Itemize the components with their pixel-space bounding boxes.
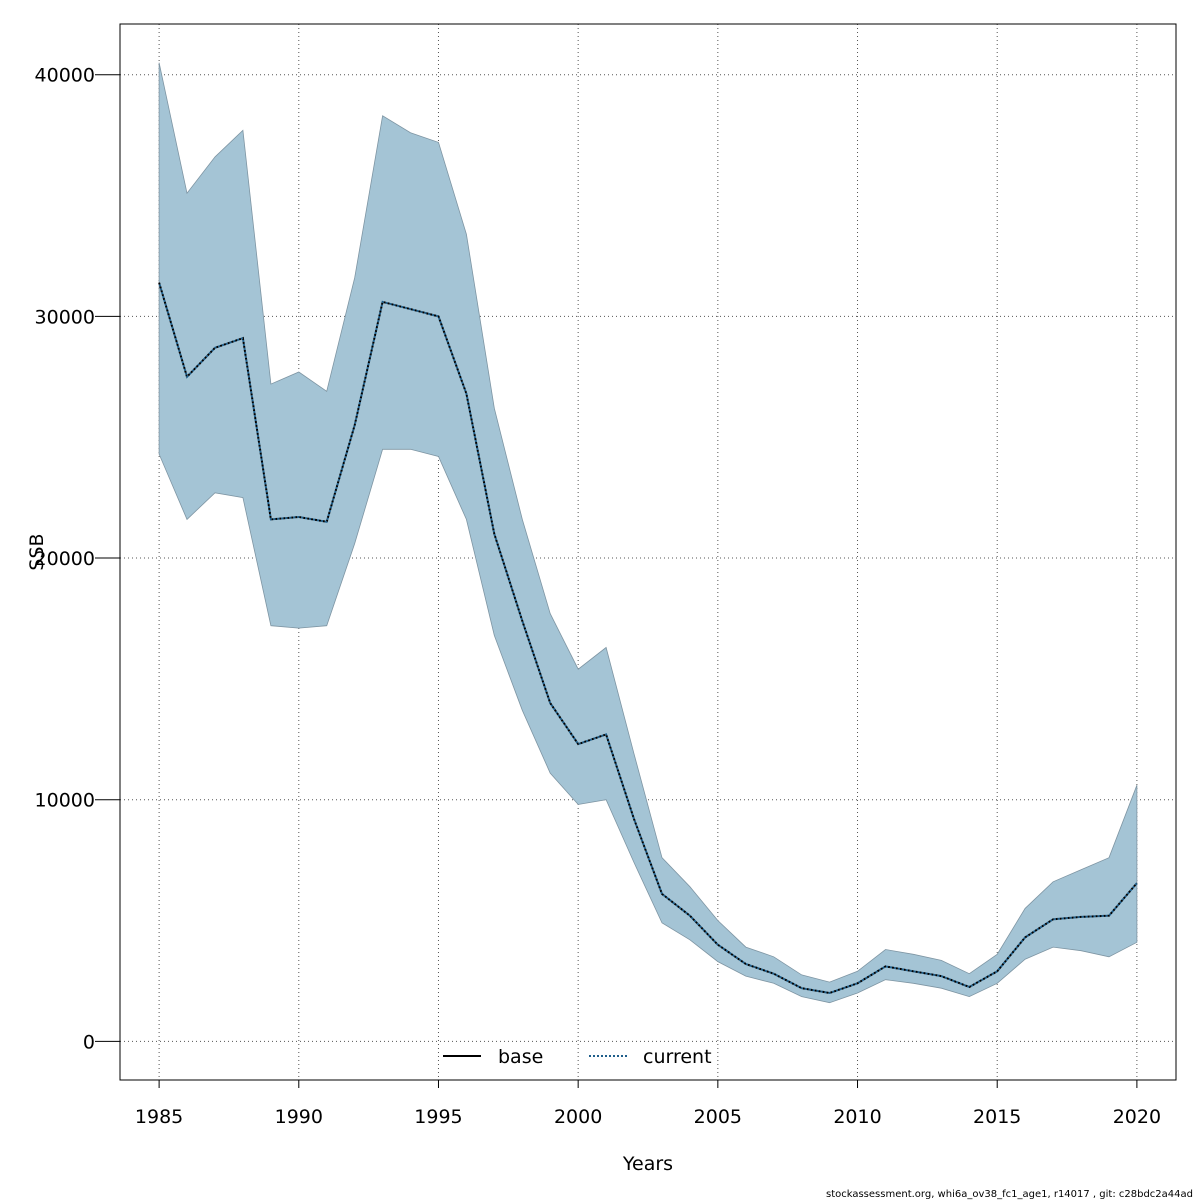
legend-label-base: base — [498, 1046, 543, 1068]
x-tick-label: 2015 — [973, 1106, 1021, 1128]
y-axis-title: SSB — [26, 533, 48, 570]
confidence-band — [158, 62, 1138, 1004]
y-axis: 0 10000 20000 30000 40000 — [35, 65, 120, 1053]
series-line-current — [158, 282, 1138, 995]
legend: base current — [443, 1046, 712, 1068]
series-line-base — [158, 282, 1138, 995]
legend-label-current: current — [643, 1046, 712, 1068]
x-tick-label: 2020 — [1113, 1106, 1161, 1128]
footer-credit: stockassessment.org, whi6a_ov38_fc1_age1… — [826, 1189, 1193, 1200]
y-tick-label: 10000 — [35, 790, 95, 812]
y-tick-label: 0 — [83, 1031, 95, 1053]
x-tick-label: 2005 — [694, 1106, 742, 1128]
x-tick-label: 1990 — [275, 1106, 323, 1128]
x-tick-label: 2000 — [554, 1106, 602, 1128]
x-tick-label: 1985 — [135, 1106, 183, 1128]
x-tick-label: 2010 — [833, 1106, 881, 1128]
x-axis: 1985 1990 1995 2000 2005 2010 2015 2020 — [135, 1080, 1161, 1128]
y-tick-label: 30000 — [35, 306, 95, 328]
y-tick-label: 40000 — [35, 65, 95, 87]
plot-frame — [119, 23, 1177, 1081]
x-axis-title: Years — [622, 1153, 673, 1175]
x-tick-label: 1995 — [414, 1106, 462, 1128]
y-tick-label: 20000 — [35, 548, 95, 570]
